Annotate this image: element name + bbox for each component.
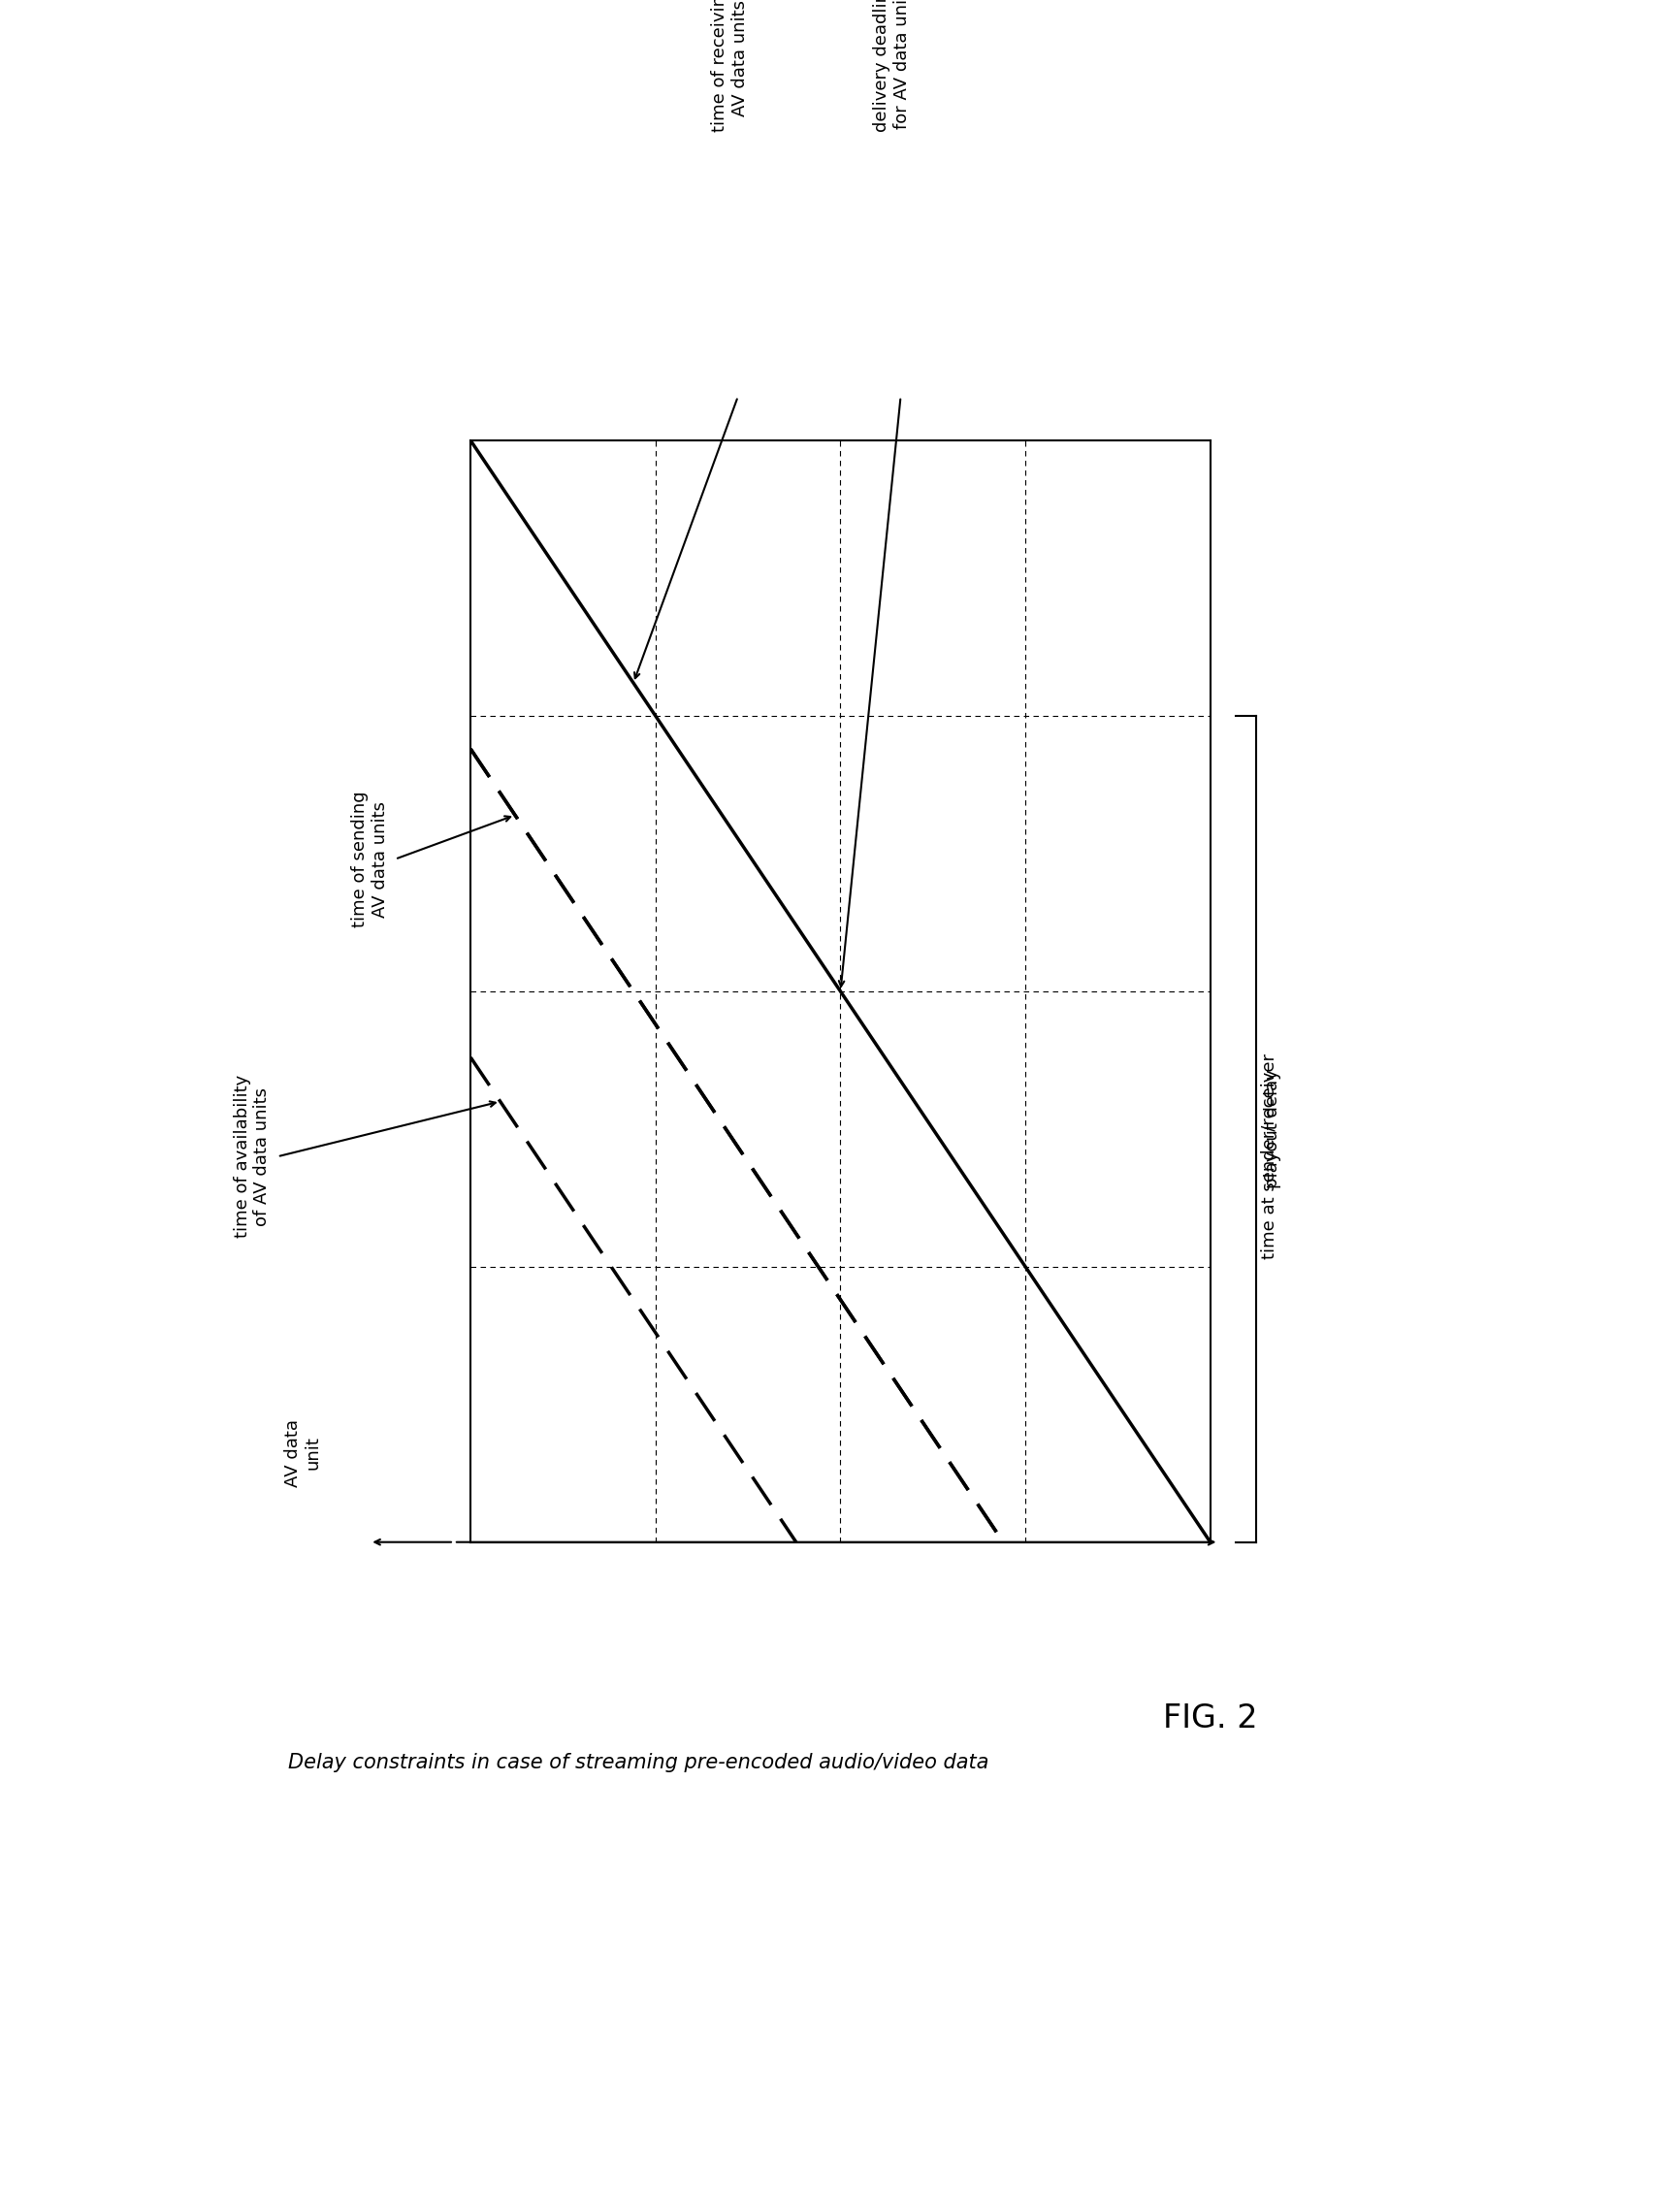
Text: time of sending
AV data units: time of sending AV data units bbox=[351, 791, 388, 927]
Text: Delay constraints in case of streaming pre-encoded audio/video data: Delay constraints in case of streaming p… bbox=[289, 1754, 988, 1771]
Text: time at sender/receiver: time at sender/receiver bbox=[1260, 1053, 1277, 1260]
Text: time of availability
of AV data units: time of availability of AV data units bbox=[234, 1075, 270, 1238]
Text: time of receiving
AV data units: time of receiving AV data units bbox=[711, 0, 748, 132]
Text: playout delay: playout delay bbox=[1263, 1068, 1280, 1190]
Text: AV data
unit: AV data unit bbox=[284, 1419, 321, 1487]
Text: FIG. 2: FIG. 2 bbox=[1163, 1703, 1257, 1734]
Text: delivery deadline
for AV data units: delivery deadline for AV data units bbox=[874, 0, 911, 132]
